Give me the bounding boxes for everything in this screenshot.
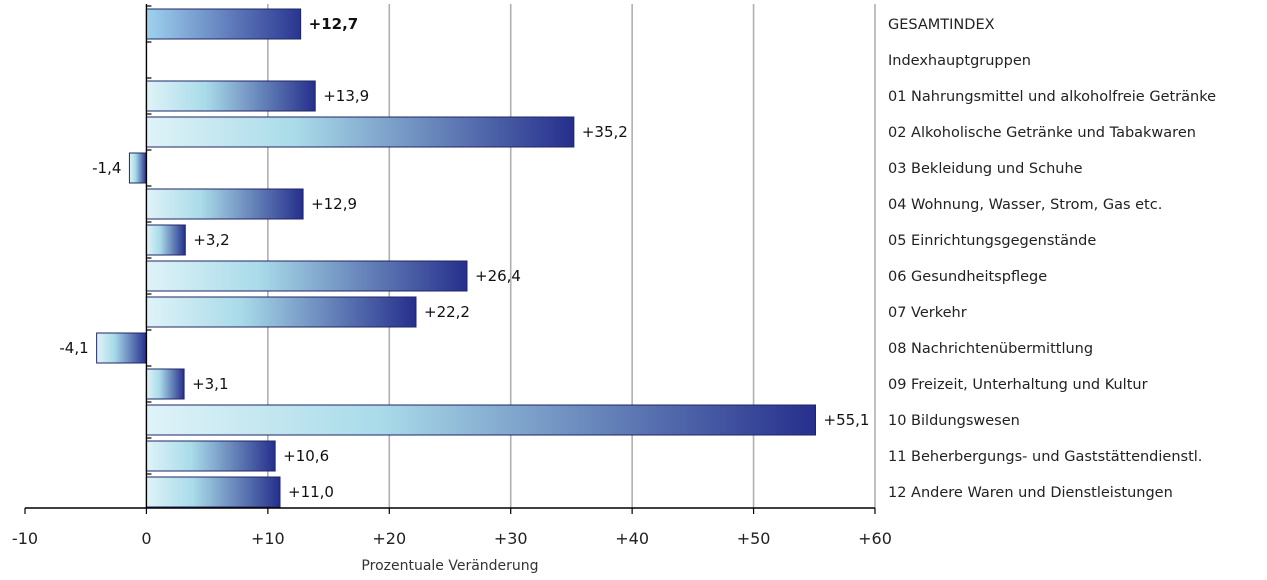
x-tick-label: +40	[615, 529, 649, 548]
bar	[128, 152, 147, 184]
x-tick-label: +20	[372, 529, 406, 548]
data-label: +26,4	[475, 267, 521, 285]
data-label: +3,1	[192, 375, 228, 393]
x-tick-label: 0	[141, 529, 151, 548]
data-label: +12,9	[311, 195, 357, 213]
bar	[145, 260, 468, 292]
x-tick-label: +60	[858, 529, 892, 548]
data-label: +11,0	[288, 483, 334, 501]
bar	[145, 80, 316, 112]
data-label: +13,9	[323, 87, 369, 105]
category-label: 06 Gesundheitspflege	[888, 269, 1047, 285]
data-label: +55,1	[824, 411, 870, 429]
category-label: 03 Bekleidung und Schuhe	[888, 161, 1083, 177]
x-tick-label: -10	[12, 529, 38, 548]
bar	[145, 188, 304, 220]
data-label: +10,6	[283, 447, 329, 465]
category-label: 11 Beherbergungs- und Gaststättendienstl…	[888, 449, 1202, 465]
category-label: 05 Einrichtungsgegenstände	[888, 233, 1096, 249]
group-heading: Indexhauptgruppen	[888, 53, 1031, 69]
data-label: +22,2	[424, 303, 470, 321]
bar	[145, 116, 575, 148]
data-label: +3,2	[193, 231, 229, 249]
category-label: GESAMTINDEX	[888, 17, 995, 33]
category-labels: GESAMTINDEX 01 Nahrungsmittel und alkohol…	[888, 17, 1216, 501]
bar	[96, 332, 147, 364]
bar	[145, 224, 186, 256]
bars	[96, 8, 816, 508]
bar	[145, 8, 302, 40]
x-axis-title: Prozentuale Veränderung	[361, 558, 538, 574]
data-label: -1,4	[92, 159, 121, 177]
data-label: -4,1	[59, 339, 88, 357]
bar	[145, 476, 281, 508]
x-tick-label: +50	[737, 529, 771, 548]
category-label: 07 Verkehr	[888, 305, 967, 321]
bar	[145, 368, 185, 400]
data-labels: +12,7 +13,9 +35,2 -1,4 +12,9 +3,2 +26,4 +22,2 -4…	[59, 15, 869, 501]
axes: -10 0 +10 +20 +30 +40 +50 +60	[12, 4, 892, 548]
bar	[145, 296, 417, 328]
data-label: +12,7	[309, 15, 359, 33]
bar	[145, 440, 276, 472]
category-label: 01 Nahrungsmittel und alkoholfreie Geträ…	[888, 89, 1216, 105]
category-label: 02 Alkoholische Getränke und Tabakwaren	[888, 125, 1196, 141]
x-tick-label: +30	[494, 529, 528, 548]
category-label: 09 Freizeit, Unterhaltung und Kultur	[888, 377, 1148, 393]
x-tick-label: +10	[251, 529, 285, 548]
category-label: 04 Wohnung, Wasser, Strom, Gas etc.	[888, 197, 1162, 213]
data-label: +35,2	[582, 123, 628, 141]
bar	[145, 404, 816, 436]
category-label: 12 Andere Waren und Dienstleistungen	[888, 485, 1173, 501]
category-label: 08 Nachrichtenübermittlung	[888, 341, 1093, 357]
category-label: 10 Bildungswesen	[888, 413, 1020, 429]
